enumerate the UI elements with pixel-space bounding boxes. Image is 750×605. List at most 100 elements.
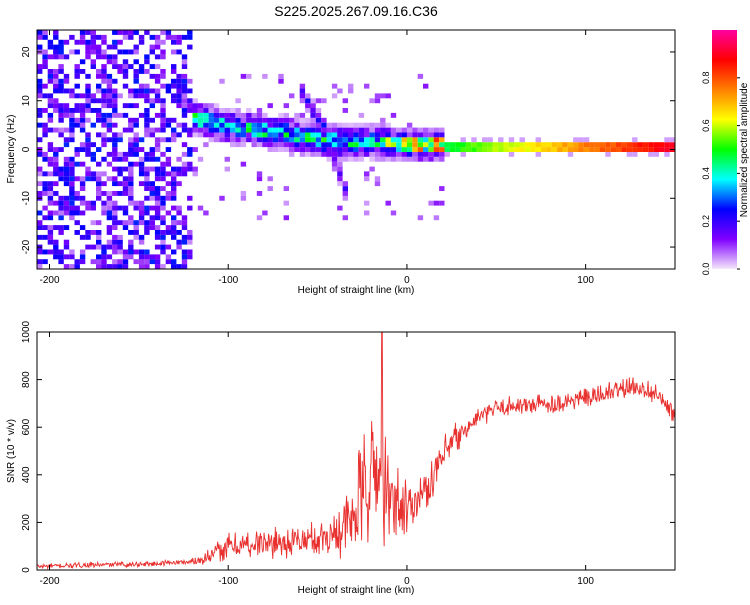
spectrogram-cell <box>154 215 161 221</box>
spectrogram-cell <box>310 103 316 109</box>
spectrogram-cell <box>278 117 284 123</box>
spectrogram-cell <box>128 151 134 157</box>
spectrogram-cell <box>122 254 129 260</box>
spectrogram-cell <box>85 132 91 138</box>
spectrogram-cell <box>610 147 617 152</box>
spectrogram-cell <box>112 147 118 152</box>
spectrogram-cell <box>353 151 359 157</box>
spectrogram-cell <box>101 69 107 74</box>
spectrogram-cell <box>128 127 134 133</box>
spectrogram-cell <box>117 171 123 177</box>
spectrogram-cell <box>42 151 48 157</box>
spectrogram-cell <box>171 186 177 191</box>
spectrogram-cell <box>47 39 54 45</box>
spectrogram-cell <box>144 205 150 211</box>
spectrogram-cell <box>187 147 193 152</box>
spectrogram-cell <box>321 98 327 104</box>
spectrogram-cell <box>63 166 70 172</box>
spectrogram-cell <box>96 259 102 265</box>
spectrogram-cell <box>154 78 161 84</box>
spectrogram-cell <box>74 103 80 109</box>
spectrogram-cell <box>112 200 118 206</box>
spectrogram-cell <box>498 142 504 148</box>
spectrogram-cell <box>149 156 155 162</box>
spectrogram-cell <box>342 142 348 148</box>
spectrogram-cell <box>508 151 515 157</box>
spectrogram-cell <box>128 117 134 123</box>
spectrogram-cell <box>337 156 343 162</box>
spectrogram-cell <box>63 264 70 269</box>
spectrogram-x-label: Height of straight line (km) <box>298 285 415 296</box>
spectrogram-cell <box>637 142 643 148</box>
spectrogram-cell <box>165 147 172 152</box>
spectrogram-cell <box>96 88 102 94</box>
spectrogram-cell <box>149 259 155 265</box>
spectrogram-cell <box>621 147 627 152</box>
spectrogram-cell <box>122 259 129 265</box>
spectrogram-cell <box>133 161 139 167</box>
spectrogram-cell <box>171 132 177 138</box>
spectrogram-cell <box>289 127 295 133</box>
spectrogram-cell <box>112 239 118 245</box>
spectrogram-cell <box>428 132 434 138</box>
spectrogram-cell <box>37 30 43 35</box>
spectrogram-cell <box>160 73 166 79</box>
spectrogram-cell <box>63 39 70 45</box>
colorbar-tick-label: 0.2 <box>701 215 711 228</box>
spectrogram-cell <box>396 127 402 133</box>
spectrogram-cell <box>471 137 477 143</box>
spectrogram-cell <box>112 88 118 94</box>
spectrogram-cell <box>37 181 43 187</box>
spectrogram-cell <box>96 73 102 79</box>
spectrogram-cell <box>208 117 214 123</box>
spectrogram-cells <box>37 30 675 269</box>
spectrogram-cell <box>519 137 525 143</box>
spectrogram-cell <box>42 64 48 69</box>
spectrogram-cell <box>171 34 177 40</box>
spectrogram-cell <box>128 49 134 55</box>
spectrogram-cell <box>112 249 118 255</box>
spectrogram-cell <box>616 142 622 148</box>
spectrogram-cell <box>154 147 161 152</box>
spectrogram-cell <box>637 147 643 152</box>
spectrogram-cell <box>412 151 418 157</box>
spectrogram-cell <box>42 205 48 211</box>
spectrogram-cell <box>63 103 70 109</box>
spectrogram-cell <box>331 151 338 157</box>
spectrogram-cell <box>53 191 59 196</box>
spectrogram-cell <box>374 122 381 128</box>
snr-x-tick-label: -200 <box>40 576 60 587</box>
spectrogram-cell <box>117 249 123 255</box>
spectrogram-cell <box>69 161 75 167</box>
spectrogram-cell <box>262 117 268 123</box>
spectrogram-cell <box>149 147 155 152</box>
spectrogram-cell <box>353 156 359 162</box>
spectrogram-cell <box>154 73 161 79</box>
spectrogram-cell <box>58 200 64 206</box>
spectrogram-cell <box>390 151 397 157</box>
spectrogram-cell <box>187 98 193 104</box>
spectrogram-cell <box>187 132 193 138</box>
spectrogram-cell <box>460 147 466 152</box>
spectrogram-cell <box>439 132 445 138</box>
spectrogram-cell <box>299 147 306 152</box>
spectrogram-cell <box>106 137 113 143</box>
spectrogram-cell <box>171 195 177 201</box>
spectrogram-cell <box>385 142 391 148</box>
spectrogram-cell <box>160 112 166 118</box>
spectrogram-cell <box>53 181 59 187</box>
spectrogram-cell <box>69 34 75 40</box>
spectrogram-cell <box>149 254 155 260</box>
spectrogram-cell <box>53 166 59 172</box>
spectrogram-cell <box>449 147 456 152</box>
spectrogram-cell <box>315 98 322 104</box>
spectrogram-cell <box>144 259 150 265</box>
spectrogram-cell <box>326 151 332 157</box>
spectrogram-cell <box>240 195 247 201</box>
spectrogram-cell <box>251 117 257 123</box>
spectrogram-cell <box>74 205 80 211</box>
spectrogram-cell <box>246 73 252 79</box>
spectrogram-cell <box>79 34 86 40</box>
spectrogram-cell <box>53 147 59 152</box>
spectrogram-cell <box>138 249 145 255</box>
